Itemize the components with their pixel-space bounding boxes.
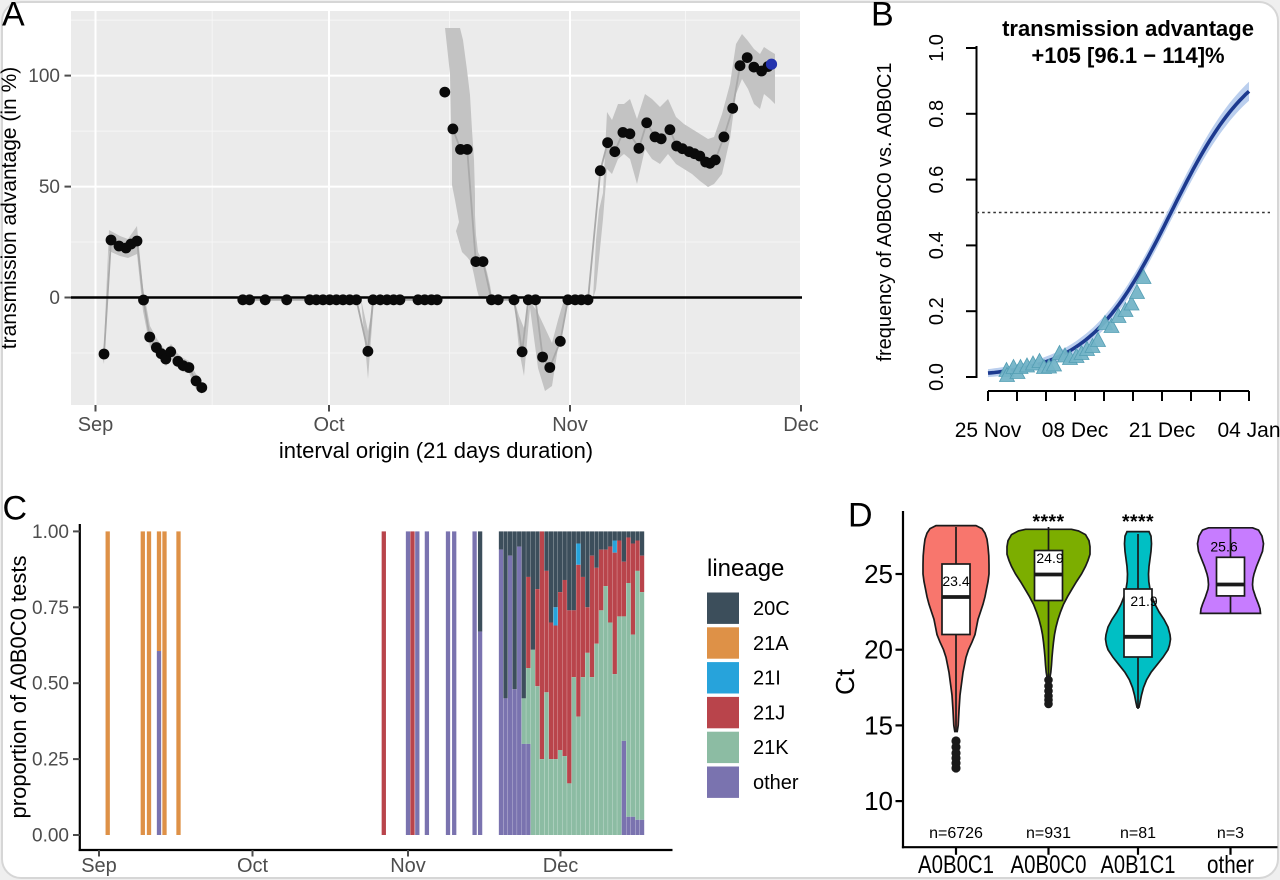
svg-text:A0B1C1: A0B1C1 [1101, 851, 1176, 879]
svg-text:Nov: Nov [552, 414, 588, 436]
svg-text:Sep: Sep [81, 855, 117, 877]
svg-text:other: other [753, 772, 799, 794]
svg-text:15: 15 [864, 710, 893, 740]
svg-text:Ct: Ct [830, 668, 860, 695]
svg-text:25.6: 25.6 [1210, 539, 1237, 555]
svg-text:0.6: 0.6 [926, 166, 948, 194]
svg-text:n=81: n=81 [1120, 825, 1156, 842]
svg-text:0.4: 0.4 [926, 231, 948, 259]
svg-text:Dec: Dec [543, 855, 579, 877]
svg-text:Dec: Dec [783, 414, 819, 436]
svg-text:100: 100 [28, 66, 60, 87]
svg-text:0.0: 0.0 [926, 363, 948, 391]
svg-text:Oct: Oct [313, 414, 345, 436]
svg-text:transmission advantage: transmission advantage [1002, 16, 1254, 41]
svg-text:A0B0C0: A0B0C0 [1011, 851, 1087, 879]
svg-text:A0B0C1: A0B0C1 [918, 851, 994, 879]
svg-text:D: D [848, 497, 873, 535]
svg-text:Sep: Sep [78, 414, 114, 436]
svg-text:0: 0 [49, 288, 60, 309]
svg-text:+105 [96.1 − 114]%: +105 [96.1 − 114]% [1031, 43, 1224, 68]
svg-text:10: 10 [864, 786, 893, 816]
svg-text:0.8: 0.8 [926, 100, 948, 128]
svg-text:25 Nov: 25 Nov [955, 419, 1022, 442]
svg-text:1.00: 1.00 [32, 522, 69, 543]
svg-text:0.00: 0.00 [32, 826, 69, 847]
svg-text:20C: 20C [753, 598, 790, 620]
svg-text:0.75: 0.75 [32, 598, 69, 619]
svg-text:04 Jan: 04 Jan [1217, 419, 1280, 442]
svg-text:1.0: 1.0 [926, 34, 948, 62]
svg-text:23.4: 23.4 [942, 573, 969, 589]
svg-text:21.9: 21.9 [1130, 593, 1157, 609]
svg-text:proportion of A0B0C0 tests: proportion of A0B0C0 tests [6, 556, 31, 819]
svg-text:21I: 21I [753, 668, 781, 690]
svg-text:50: 50 [39, 177, 60, 198]
svg-text:20: 20 [864, 635, 893, 665]
svg-text:n=931: n=931 [1026, 825, 1071, 842]
svg-text:21J: 21J [753, 702, 785, 724]
svg-text:25: 25 [864, 559, 893, 589]
svg-text:****: **** [1033, 511, 1065, 533]
svg-text:interval origin (21 days durat: interval origin (21 days duration) [279, 438, 593, 463]
svg-text:****: **** [1122, 511, 1154, 533]
svg-text:C: C [3, 490, 28, 528]
svg-text:transmission advantage (in %): transmission advantage (in %) [0, 67, 21, 349]
svg-text:24.9: 24.9 [1036, 550, 1063, 566]
svg-text:0.50: 0.50 [32, 674, 69, 695]
svg-text:Nov: Nov [390, 855, 426, 877]
svg-text:other: other [1207, 851, 1254, 879]
svg-text:21 Dec: 21 Dec [1129, 419, 1196, 442]
svg-text:21K: 21K [753, 737, 789, 759]
svg-text:21A: 21A [753, 633, 789, 655]
svg-text:A: A [2, 0, 25, 34]
svg-text:frequency of A0B0C0 vs. A0B0C1: frequency of A0B0C0 vs. A0B0C1 [874, 62, 896, 361]
svg-text:lineage: lineage [707, 555, 784, 582]
svg-text:B: B [871, 0, 894, 34]
svg-text:n=3: n=3 [1217, 825, 1244, 842]
svg-text:n=6726: n=6726 [929, 825, 983, 842]
svg-text:08 Dec: 08 Dec [1042, 419, 1109, 442]
svg-text:0.2: 0.2 [926, 297, 948, 325]
svg-text:0.25: 0.25 [32, 750, 69, 771]
svg-text:Oct: Oct [237, 855, 269, 877]
